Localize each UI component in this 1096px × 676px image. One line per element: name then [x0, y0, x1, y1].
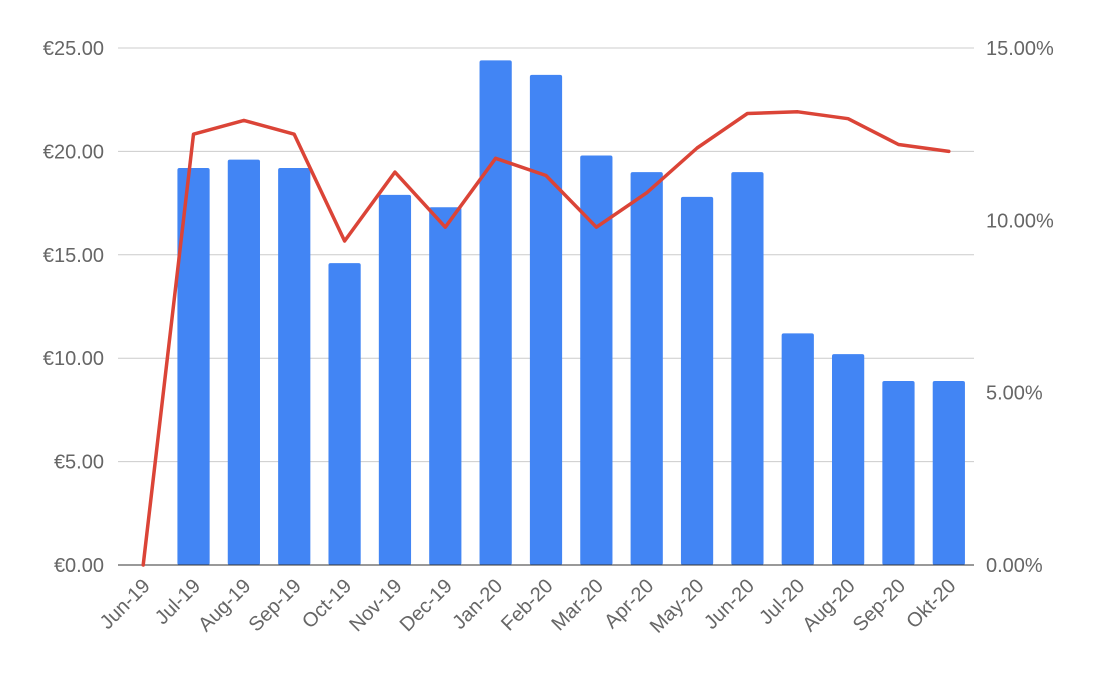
x-axis-tick-label: Okt-20 — [902, 575, 960, 633]
x-axis-tick-label: Jan-20 — [448, 575, 507, 634]
x-axis-tick-label: Oct-19 — [298, 575, 356, 633]
bar — [580, 155, 613, 565]
bar — [227, 159, 260, 565]
bar — [278, 167, 311, 565]
left-axis-tick-label: €5.00 — [54, 452, 104, 474]
bar — [378, 194, 412, 565]
bar — [932, 380, 965, 565]
x-axis-tick-labels: Jun-19Jul-19Aug-19Sep-19Oct-19Nov-19Dec-… — [96, 575, 960, 638]
right-axis-tick-label: 15.00% — [986, 38, 1054, 60]
x-axis-tick-label: Sep-20 — [849, 575, 910, 636]
left-axis-tick-label: €20.00 — [43, 141, 104, 163]
bar — [781, 333, 814, 565]
bar — [832, 354, 865, 565]
left-axis-tick-labels: €0.00 €5.00 €10.00 €15.00 €20.00 €25.00 — [43, 38, 104, 577]
x-axis-tick-label: Dec-19 — [396, 575, 457, 636]
x-axis-tick-label: Aug-19 — [194, 575, 255, 636]
bar — [328, 263, 361, 565]
bar-series — [177, 60, 965, 566]
bar — [882, 380, 915, 565]
right-axis-tick-labels: 0.00% 5.00% 10.00% 15.00% — [986, 38, 1054, 577]
x-axis-tick-label: Feb-20 — [497, 575, 557, 635]
x-axis-tick-label: Jun-19 — [96, 575, 155, 634]
bar — [731, 172, 764, 565]
x-axis-tick-label: Mar-20 — [548, 575, 608, 635]
x-axis-tick-label: Jun-20 — [700, 575, 759, 634]
x-axis-tick-label: Aug-20 — [798, 575, 859, 636]
right-axis-tick-label: 5.00% — [986, 383, 1043, 405]
left-axis-tick-label: €15.00 — [43, 245, 104, 267]
line-series — [141, 110, 951, 567]
left-axis-tick-label: €10.00 — [43, 348, 104, 370]
bar — [479, 60, 512, 566]
bar — [680, 196, 714, 565]
bar — [177, 167, 210, 565]
x-axis-tick-label: May-20 — [646, 575, 709, 638]
bar — [429, 207, 462, 565]
left-axis-tick-label: €25.00 — [43, 38, 104, 60]
right-axis-tick-label: 0.00% — [986, 555, 1043, 577]
x-axis-tick-label: Sep-19 — [245, 575, 306, 636]
bar — [529, 74, 563, 565]
x-axis-tick-label: Nov-19 — [345, 575, 406, 636]
left-axis-tick-label: €0.00 — [54, 555, 104, 577]
right-axis-tick-label: 10.00% — [986, 210, 1054, 232]
bar — [630, 172, 663, 565]
